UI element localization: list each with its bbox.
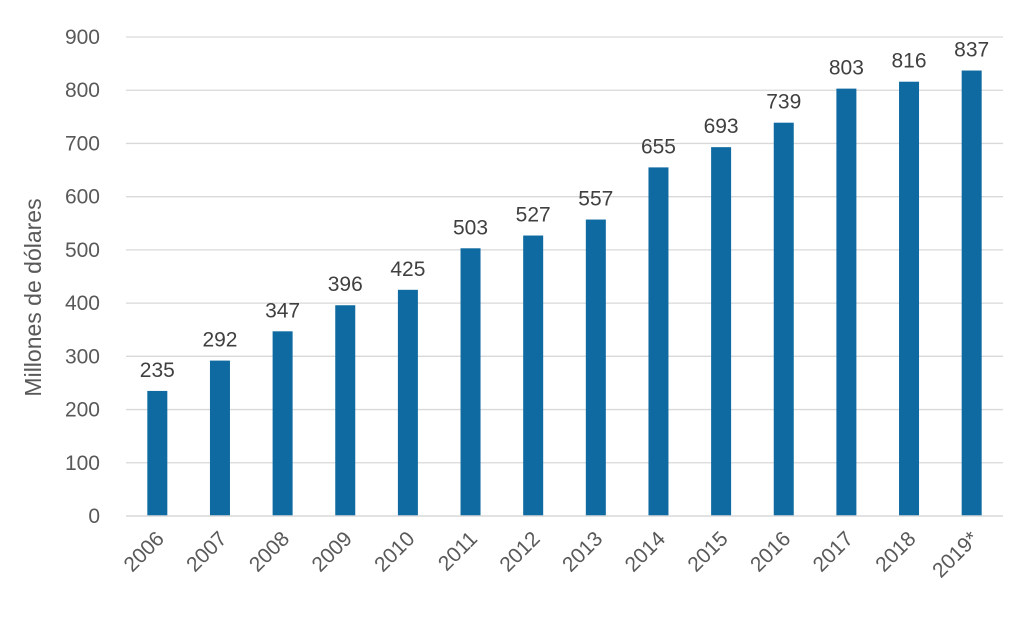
data-label: 837	[954, 39, 989, 62]
data-label: 655	[641, 135, 676, 158]
x-axis-ticks: 2006 2007 2008 2009 2010 2011 2012 2013 2014 2015…	[120, 527, 984, 582]
x-tick-label: 2010	[370, 527, 419, 576]
bar	[836, 88, 857, 517]
bar	[460, 248, 481, 516]
y-tick-label: 600	[65, 186, 100, 209]
x-tick-label: 2015	[683, 527, 732, 576]
data-label: 503	[453, 216, 488, 239]
bar	[272, 331, 293, 516]
y-tick-label: 500	[65, 239, 100, 262]
bar	[335, 305, 356, 516]
data-label: 557	[578, 188, 613, 211]
y-tick-label: 300	[65, 345, 100, 368]
x-tick-label: 2012	[495, 527, 544, 576]
x-tick-label: 2009	[307, 527, 356, 576]
bar	[711, 147, 732, 517]
x-tick-label: 2006	[120, 527, 169, 576]
y-axis-ticks: 0 100 200 300 400 500 600 700 800 900	[65, 26, 100, 528]
data-label: 347	[265, 299, 300, 322]
data-label: 816	[892, 50, 927, 73]
bar	[397, 289, 418, 516]
x-tick-label: 2016	[746, 527, 795, 576]
x-tick-label: 2008	[245, 527, 294, 576]
data-label: 693	[704, 115, 739, 138]
bar	[147, 390, 168, 516]
x-tick-label: 2007	[182, 527, 231, 576]
x-tick-label: 2019*	[928, 527, 983, 582]
y-tick-label: 100	[65, 452, 100, 475]
data-labels: 235 292 347 396 425 503 527 557 655 693 739 803 816 8…	[140, 39, 989, 382]
y-tick-label: 800	[65, 79, 100, 102]
y-tick-label: 900	[65, 26, 100, 49]
y-tick-label: 0	[88, 505, 100, 528]
y-axis-label: Millones de dólares	[20, 198, 46, 396]
bars	[147, 70, 982, 517]
data-label: 292	[202, 329, 237, 352]
gridlines	[126, 36, 1003, 464]
bar	[585, 219, 606, 516]
y-tick-label: 200	[65, 399, 100, 422]
y-tick-label: 700	[65, 132, 100, 155]
bar	[209, 360, 230, 516]
bar	[961, 70, 982, 516]
data-label: 396	[328, 273, 363, 296]
x-tick-label: 2017	[809, 527, 858, 576]
data-label: 739	[766, 91, 801, 114]
x-tick-label: 2011	[434, 527, 482, 575]
x-tick-label: 2013	[558, 527, 607, 576]
bar	[773, 122, 794, 516]
bar	[648, 167, 669, 516]
x-tick-label: 2014	[621, 527, 671, 577]
data-label: 803	[829, 57, 864, 80]
data-label: 527	[516, 204, 551, 227]
x-tick-label: 2018	[871, 527, 920, 576]
bar	[523, 235, 544, 516]
y-tick-label: 400	[65, 292, 100, 315]
data-label: 425	[390, 258, 425, 281]
data-label: 235	[140, 359, 175, 382]
bar	[899, 81, 920, 516]
